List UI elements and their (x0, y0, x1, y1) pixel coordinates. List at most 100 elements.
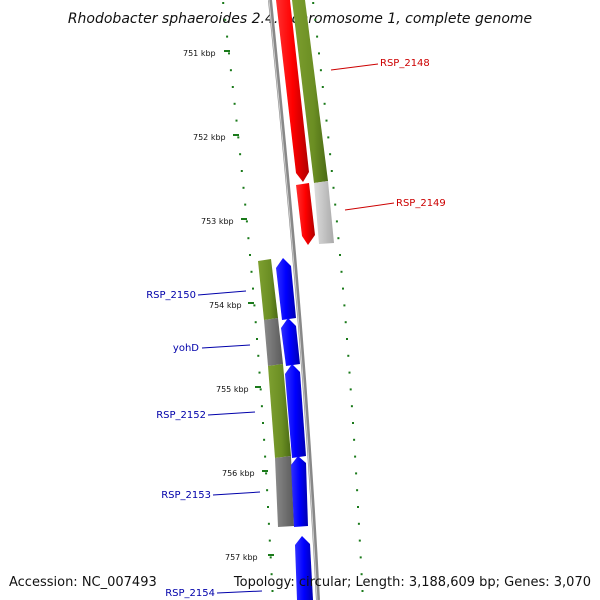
gene-label-rsp-2154[interactable]: RSP_2154 (165, 588, 215, 599)
gene-arrow-yohd[interactable] (281, 318, 300, 366)
tick-dot (233, 102, 236, 105)
tick-dot (356, 489, 359, 492)
tick-dot (237, 136, 240, 139)
tick-dot (337, 237, 340, 240)
kbp-tick (233, 134, 239, 136)
tick-dot (357, 506, 359, 508)
cog-segment (268, 364, 291, 458)
tick-dot (321, 86, 324, 88)
tick-dot (319, 69, 322, 72)
cog-segment (258, 259, 278, 320)
tick-dot (244, 203, 247, 206)
cog-segment (292, 0, 328, 183)
tick-dot (265, 472, 268, 475)
tick-dot (361, 590, 364, 592)
tick-dot (343, 304, 346, 307)
kbp-label: 757 kbp (225, 553, 258, 562)
gene-label-rsp-2150[interactable]: RSP_2150 (146, 290, 196, 301)
label-leader (212, 491, 261, 496)
gene-arrow-rsp-2152[interactable] (285, 364, 306, 458)
tick-dot (314, 18, 317, 21)
gene-arrow-rsp-2149[interactable] (296, 183, 315, 245)
topology-label: Topology: circular; Length: 3,188,609 bp… (233, 575, 591, 590)
cog-segment (314, 181, 334, 244)
tick-dot (249, 254, 251, 256)
tick-dot (256, 338, 258, 340)
tick-dot (264, 455, 267, 458)
tick-dot (239, 153, 242, 156)
tick-dot (330, 170, 333, 172)
tick-dot (253, 304, 256, 307)
kbp-label: 754 kbp (209, 301, 242, 310)
kbp-label: 751 kbp (183, 49, 216, 58)
cog-segment (264, 318, 283, 366)
tick-dot (242, 186, 245, 189)
kbp-axis: 751 kbp 752 kbp 753 kbp 754 kbp 755 kbp … (183, 49, 274, 562)
tick-dot (325, 119, 328, 122)
tick-dot (271, 590, 274, 592)
tick-dot (260, 405, 263, 408)
cog-ring-forward (292, 0, 334, 244)
tick-dot (222, 2, 225, 4)
gene-arrow-rsp-2150[interactable] (276, 258, 296, 320)
kbp-tick (262, 470, 268, 472)
tick-dot (250, 270, 253, 273)
kbp-label: 755 kbp (216, 385, 249, 394)
label-leader (344, 202, 395, 211)
gene-label-rsp-2148[interactable]: RSP_2148 (380, 58, 430, 69)
tick-dot (347, 354, 350, 357)
tick-dot (267, 506, 269, 508)
gene-label-rsp-2153[interactable]: RSP_2153 (161, 490, 211, 501)
tick-dot (252, 287, 254, 290)
gene-arrow-rsp-2154[interactable] (295, 536, 313, 600)
tick-dot (267, 522, 270, 525)
tick-dot (259, 388, 262, 391)
kbp-tick (248, 302, 254, 304)
cog-segment (275, 456, 294, 527)
tick-dot (357, 522, 360, 525)
chromosome-backbone (268, 0, 320, 600)
gene-label-yohd[interactable]: yohD (173, 343, 199, 354)
gene-label-rsp-2152[interactable]: RSP_2152 (156, 410, 206, 421)
tick-dot (360, 573, 363, 576)
label-leader (201, 344, 251, 349)
tick-dot (334, 203, 337, 206)
kbp-label: 753 kbp (201, 217, 234, 226)
accession-label: Accession: NC_007493 (9, 575, 157, 590)
tick-dot (229, 69, 232, 72)
tick-dot (266, 489, 269, 492)
tick-dot (355, 472, 358, 475)
label-leader (330, 63, 379, 71)
gene-label-rsp-2149[interactable]: RSP_2149 (396, 198, 446, 209)
tick-dot (350, 405, 353, 408)
label-leader (216, 590, 263, 594)
genes-forward (276, 0, 315, 245)
cog-ring-reverse (258, 259, 294, 527)
label-leader (197, 290, 247, 296)
tick-dot (349, 388, 352, 391)
tick-dot (323, 102, 326, 105)
tick-dot (245, 220, 248, 223)
label-leader (207, 411, 256, 416)
kbp-label: 756 kbp (222, 469, 255, 478)
tick-dot (269, 556, 272, 559)
tick-dot (258, 371, 261, 374)
tick-dot (257, 354, 260, 357)
gene-arrow-rsp-2148[interactable] (276, 0, 309, 182)
tick-dot (270, 573, 273, 576)
tick-dot (354, 455, 357, 458)
tick-dot (329, 153, 332, 156)
tick-dot (228, 52, 230, 55)
chromosome-backbone-highlight (268, 0, 318, 600)
tick-dot (240, 170, 243, 172)
gene-arrow-rsp-2153[interactable] (291, 456, 308, 527)
tick-dot (318, 52, 320, 55)
tick-dot (254, 321, 257, 324)
tick-dot (268, 539, 271, 542)
tick-dot (247, 237, 250, 240)
tick-dot (312, 2, 315, 4)
tick-dot (353, 438, 356, 441)
kbp-tick (255, 386, 261, 388)
tick-dot (262, 422, 264, 424)
